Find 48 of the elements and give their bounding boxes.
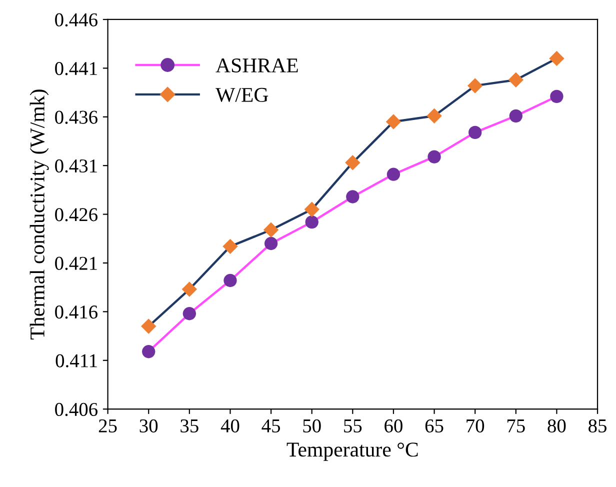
point	[182, 282, 198, 297]
x-tick-label: 65	[425, 419, 444, 432]
x-tick-label: 45	[262, 419, 280, 432]
point	[467, 78, 483, 94]
x-tick-label: 85	[588, 419, 606, 432]
y-tick-label: 0.431	[55, 159, 97, 173]
point	[549, 50, 564, 66]
y-tick-label: 0.441	[55, 62, 97, 76]
point	[346, 190, 360, 204]
point	[386, 114, 402, 130]
x-tick-label: 25	[98, 419, 117, 432]
y-tick-label: 0.436	[55, 110, 98, 124]
x-tick-label: 55	[344, 420, 362, 432]
y-tick-label: 0.416	[55, 305, 98, 319]
y-tick-label: 0.406	[55, 402, 98, 416]
x-tick-label: 80	[548, 419, 566, 432]
point	[224, 274, 237, 288]
point	[426, 108, 442, 124]
point	[468, 126, 482, 140]
y-tick-label: 0.446	[55, 13, 98, 27]
x-tick-label: 30	[140, 419, 158, 432]
point	[305, 215, 318, 229]
point	[386, 168, 400, 181]
point	[263, 222, 279, 238]
x-tick-label: 60	[384, 419, 402, 432]
legend-label: ASHRAE	[216, 58, 298, 72]
point	[141, 318, 156, 334]
point	[508, 72, 524, 88]
point	[304, 202, 320, 218]
point	[428, 150, 441, 164]
point	[182, 307, 196, 320]
y-tick-label: 0.421	[55, 256, 97, 270]
legend-label: W/EG	[216, 88, 268, 102]
y-axis-title: Thermal conductivity (W/mk)	[30, 90, 49, 340]
x-tick-label: 35	[180, 419, 198, 432]
point	[222, 238, 238, 254]
point	[345, 155, 360, 170]
x-tick-label: 70	[466, 419, 484, 432]
point	[509, 109, 522, 122]
point	[142, 345, 156, 358]
x-tick-label: 40	[220, 419, 240, 432]
y-tick-label: 0.426	[55, 208, 98, 222]
point	[550, 90, 564, 104]
y-tick-label: 0.411	[56, 354, 97, 368]
x-axis-title: Temperature °C	[286, 442, 418, 461]
x-tick-label: 75	[507, 420, 525, 432]
x-tick-label: 50	[303, 419, 321, 432]
point	[264, 236, 278, 250]
